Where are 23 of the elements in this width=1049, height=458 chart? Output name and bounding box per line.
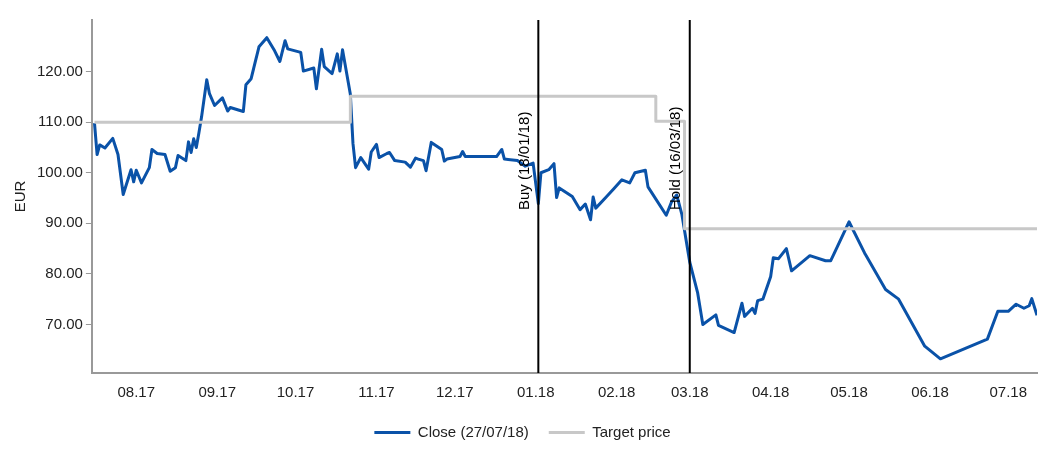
x-tick-label: 01.18 [516, 383, 555, 401]
y-tick-label: 120.00 [36, 61, 83, 79]
y-tick-label: 70.00 [45, 314, 83, 332]
y-tick-label: 110.00 [38, 112, 83, 130]
x-tick-label: 06.18 [911, 383, 949, 401]
x-tick-label: 10.17 [276, 383, 315, 401]
x-tick-label: 07.18 [989, 383, 1028, 401]
y-tick-label: 80.00 [45, 264, 83, 282]
x-tick-label: 02.18 [597, 383, 636, 401]
y-axis-title: EUR [11, 180, 29, 213]
x-tick-label: 09.17 [198, 383, 236, 401]
x-tick-label: 12.17 [436, 383, 474, 401]
ref-line-label: Buy (18/01/18) [514, 111, 532, 210]
x-tick-label: 04.18 [751, 383, 790, 401]
y-tick-label: 90.00 [45, 213, 83, 231]
x-tick-label: 11.17 [358, 383, 395, 401]
x-tick-label: 03.18 [670, 383, 709, 401]
x-tick-label: 08.17 [117, 383, 156, 401]
y-tick-label: 100.00 [36, 162, 83, 180]
legend-label: Close (27/07/18) [417, 422, 529, 440]
legend-label: Target price [592, 422, 671, 440]
x-tick-label: 05.18 [830, 383, 868, 401]
ref-line-label: Hold (16/03/18) [666, 106, 684, 210]
